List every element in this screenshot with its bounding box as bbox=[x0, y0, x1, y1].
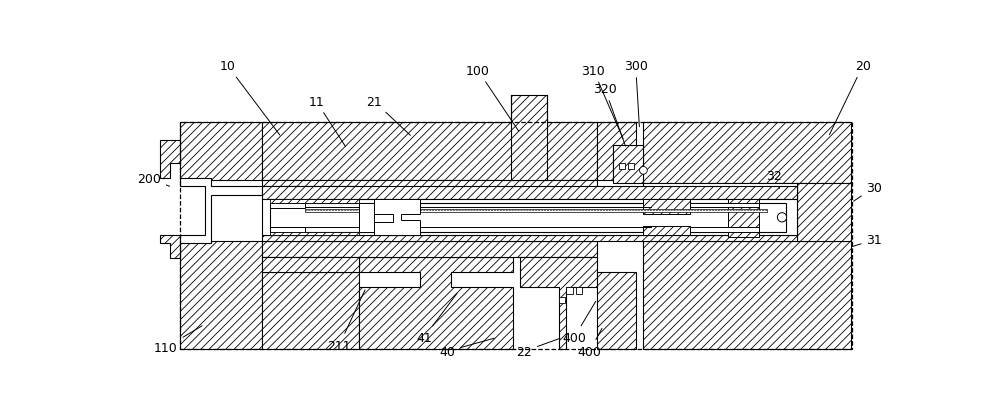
Text: 41: 41 bbox=[416, 294, 457, 344]
Text: 310: 310 bbox=[581, 64, 623, 139]
Text: 20: 20 bbox=[829, 60, 871, 135]
Text: 100: 100 bbox=[466, 64, 519, 132]
Polygon shape bbox=[643, 226, 690, 235]
Polygon shape bbox=[262, 257, 359, 272]
Polygon shape bbox=[262, 180, 597, 195]
Text: 300: 300 bbox=[624, 60, 648, 128]
Polygon shape bbox=[511, 96, 547, 180]
Polygon shape bbox=[374, 199, 420, 235]
Text: 31: 31 bbox=[852, 234, 882, 247]
Circle shape bbox=[640, 167, 647, 175]
Polygon shape bbox=[359, 257, 512, 349]
Polygon shape bbox=[270, 233, 359, 235]
Text: 40: 40 bbox=[439, 338, 494, 358]
Polygon shape bbox=[270, 227, 305, 233]
Text: 400: 400 bbox=[562, 301, 596, 344]
Polygon shape bbox=[270, 203, 305, 209]
Polygon shape bbox=[728, 199, 759, 238]
Polygon shape bbox=[305, 209, 767, 212]
Text: 200: 200 bbox=[137, 172, 170, 187]
Text: 30: 30 bbox=[854, 181, 882, 202]
Polygon shape bbox=[160, 235, 180, 259]
Text: 21: 21 bbox=[366, 95, 410, 136]
Polygon shape bbox=[643, 242, 851, 349]
Polygon shape bbox=[262, 123, 597, 180]
Polygon shape bbox=[797, 184, 851, 242]
Polygon shape bbox=[643, 123, 851, 184]
Polygon shape bbox=[359, 203, 374, 233]
Text: 32: 32 bbox=[766, 170, 782, 189]
Polygon shape bbox=[262, 272, 359, 349]
Bar bbox=[180, 123, 852, 349]
Text: 211: 211 bbox=[327, 290, 365, 352]
Text: 22: 22 bbox=[516, 339, 560, 358]
Bar bbox=[619, 163, 625, 169]
Polygon shape bbox=[180, 123, 262, 180]
Text: 400: 400 bbox=[578, 328, 602, 358]
Text: 320: 320 bbox=[593, 83, 626, 147]
Polygon shape bbox=[262, 186, 797, 199]
Polygon shape bbox=[270, 199, 359, 203]
Polygon shape bbox=[262, 235, 797, 242]
Circle shape bbox=[777, 213, 787, 222]
Bar bbox=[262, 199, 797, 235]
Bar bbox=[559, 297, 565, 303]
Polygon shape bbox=[180, 242, 262, 349]
Polygon shape bbox=[690, 228, 759, 233]
Polygon shape bbox=[597, 123, 636, 180]
Polygon shape bbox=[613, 145, 643, 184]
Polygon shape bbox=[690, 203, 759, 207]
Bar bbox=[576, 288, 582, 294]
Text: 10: 10 bbox=[220, 60, 280, 136]
Polygon shape bbox=[262, 242, 597, 257]
Polygon shape bbox=[160, 140, 180, 178]
Polygon shape bbox=[643, 184, 797, 238]
Bar bbox=[628, 163, 634, 169]
Polygon shape bbox=[597, 272, 636, 349]
Polygon shape bbox=[643, 199, 690, 215]
Text: 110: 110 bbox=[154, 326, 202, 354]
Polygon shape bbox=[180, 178, 262, 243]
Bar bbox=[566, 288, 573, 294]
Polygon shape bbox=[270, 203, 786, 233]
Text: 11: 11 bbox=[308, 95, 345, 147]
Polygon shape bbox=[520, 257, 597, 349]
